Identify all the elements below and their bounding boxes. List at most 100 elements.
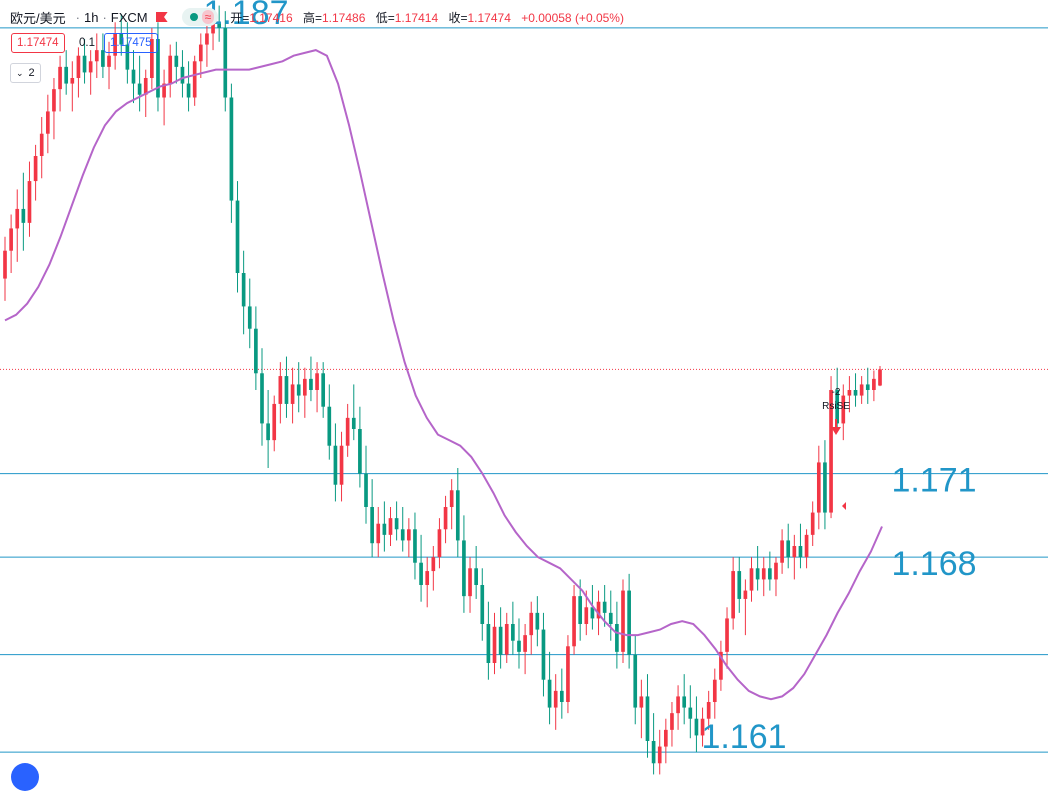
market-status-pill[interactable]: ≈ — [181, 8, 219, 26]
candle-body — [241, 273, 246, 307]
candle-body — [774, 562, 778, 580]
candle-body — [823, 462, 827, 513]
candle-body — [559, 690, 564, 702]
candle-body — [804, 534, 809, 558]
candle-body — [321, 373, 326, 407]
candle-body — [523, 635, 527, 652]
flag-icon[interactable] — [155, 12, 168, 22]
bid-price-button[interactable]: 1.17474 — [11, 33, 65, 53]
candle-body — [27, 181, 32, 223]
candle-body — [841, 395, 846, 424]
candle-body — [755, 568, 760, 580]
candle-body — [327, 406, 332, 446]
candle-body — [725, 618, 729, 652]
candle-body — [474, 568, 478, 585]
candle-body — [700, 718, 705, 736]
candle-body — [272, 403, 277, 441]
candle-body — [425, 571, 430, 585]
candle-body — [749, 568, 754, 591]
candle-body — [584, 607, 589, 624]
candle-body — [682, 696, 687, 708]
candle-body — [437, 529, 442, 558]
candle-body — [731, 571, 735, 619]
candle-body — [608, 612, 613, 624]
candle-body — [284, 376, 289, 404]
chevron-down-icon: ⌄ — [16, 67, 24, 78]
candle-body — [847, 390, 852, 396]
candle-body — [192, 61, 197, 98]
candle-body — [315, 373, 319, 390]
candle-body — [535, 612, 540, 630]
candle-body — [358, 429, 362, 474]
candle-body — [137, 83, 142, 95]
candle-body — [657, 746, 662, 764]
candle-body — [504, 624, 509, 655]
source-label: FXCM — [110, 9, 148, 25]
candle-body — [186, 83, 191, 98]
candle-body — [449, 490, 454, 507]
candle-body — [498, 626, 503, 655]
candle-body — [553, 690, 558, 708]
candle-body — [260, 373, 264, 424]
candle-body — [578, 596, 583, 624]
candle-body — [101, 50, 105, 67]
candle-body — [45, 111, 50, 134]
close-value: 1.17474 — [467, 10, 511, 25]
candle-body — [517, 640, 521, 652]
candle-body — [3, 250, 7, 279]
candle-body — [810, 512, 815, 535]
chart-header: 欧元/美元 · 1h · FXCM ≈ 开=1.17416 高=1.17486 … — [10, 7, 631, 27]
candle-body — [743, 590, 748, 599]
candle-body — [52, 89, 56, 112]
candle-body — [180, 66, 185, 84]
candle-body — [878, 369, 882, 386]
change-value: +0.00058 (+0.05%) — [521, 10, 624, 25]
close-label: 收= — [448, 10, 468, 25]
candle-body — [486, 624, 491, 663]
candle-body — [407, 529, 411, 541]
candle-body — [816, 462, 821, 513]
candle-body — [113, 33, 117, 56]
candle-body — [64, 66, 69, 84]
candle-body — [333, 445, 338, 485]
candle-body — [162, 83, 166, 98]
horizontal-levels — [0, 27, 1048, 753]
rsi-signal: -2 RsiSE — [822, 387, 850, 510]
candle-body — [780, 540, 784, 563]
candle-body — [798, 546, 803, 558]
candle-body — [676, 696, 680, 714]
ask-price-button[interactable]: 1.17475 — [104, 33, 158, 53]
candle-body — [168, 55, 173, 84]
candle-body — [829, 390, 833, 513]
candle-body — [107, 55, 111, 67]
high-value: 1.17486 — [321, 10, 366, 25]
open-label: 开= — [230, 10, 250, 25]
indicators-toggle-button[interactable]: ⌄ 2 — [10, 63, 41, 83]
interval-label[interactable]: 1h — [83, 9, 99, 25]
tradingview-logo-icon[interactable] — [11, 763, 39, 791]
candles — [3, 5, 882, 775]
open-value: 1.17416 — [249, 10, 293, 25]
candle-body — [651, 741, 656, 764]
low-label: 低= — [375, 10, 395, 25]
candle-body — [143, 78, 148, 95]
candle-body — [768, 568, 772, 580]
candle-body — [15, 208, 20, 229]
candle-body — [835, 390, 840, 424]
symbol-name[interactable]: 欧元/美元 — [10, 10, 66, 26]
candle-body — [235, 200, 240, 273]
candle-body — [596, 601, 601, 619]
candle-body — [376, 523, 381, 544]
candle-body — [302, 378, 307, 396]
candle-body — [664, 729, 668, 747]
candle-body — [480, 585, 485, 624]
candle-body — [633, 654, 638, 708]
candle-body — [9, 228, 13, 251]
candle-body — [706, 702, 711, 719]
wave-icon: ≈ — [201, 10, 215, 24]
candle-body — [76, 55, 81, 78]
candle-body — [761, 568, 766, 580]
spread-value: 0.1 — [79, 37, 95, 49]
